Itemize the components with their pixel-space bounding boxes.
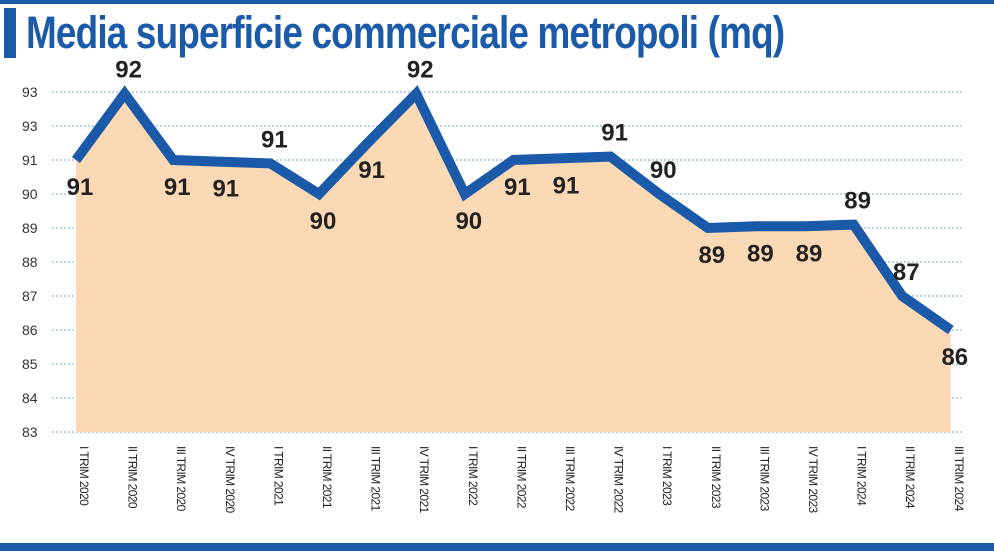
x-tick-label: II TRIM 2020	[126, 446, 140, 509]
data-label: 91	[212, 176, 239, 203]
x-tick-label: I TRIM 2021	[271, 446, 285, 506]
data-label: 89	[796, 240, 823, 267]
data-label: 90	[310, 208, 337, 235]
data-label: 91	[164, 174, 191, 201]
x-tick-label: III TRIM 2021	[369, 446, 383, 512]
y-tick-label: 90	[22, 186, 38, 202]
data-label: 89	[844, 188, 871, 215]
x-tick-label: II TRIM 2022	[514, 446, 528, 509]
x-tick-label: I TRIM 2023	[660, 446, 674, 506]
bottom-rule	[0, 543, 994, 551]
x-tick-label: III TRIM 2020	[174, 446, 188, 512]
line-layer	[71, 85, 954, 335]
data-label: 87	[893, 259, 920, 286]
area-layer	[76, 93, 951, 432]
y-tick-label: 88	[22, 254, 38, 270]
x-tick-label: III TRIM 2023	[757, 446, 771, 512]
series-line	[71, 85, 954, 335]
x-tick-label: IV TRIM 2023	[806, 446, 820, 514]
y-tick-label: 89	[22, 220, 38, 236]
data-label: 91	[504, 174, 531, 201]
x-tick-label: II TRIM 2021	[320, 446, 334, 509]
x-tick-label: II TRIM 2024	[903, 446, 917, 509]
y-tick-label: 93	[22, 118, 38, 134]
y-tick-label: 83	[22, 424, 38, 440]
x-tick-label: II TRIM 2023	[709, 446, 723, 509]
x-tick-label: IV TRIM 2022	[612, 446, 626, 514]
data-label: 90	[650, 157, 677, 184]
y-tick-label: 86	[22, 322, 38, 338]
x-tick-label: IV TRIM 2020	[223, 446, 237, 514]
x-tick-label: III TRIM 2022	[563, 446, 577, 512]
data-label: 91	[358, 157, 385, 184]
y-tick-label: 87	[22, 288, 38, 304]
x-tick-label: III TRIM 2024	[952, 446, 966, 512]
x-axis-ticks: I TRIM 2020 II TRIM 2020 III TRIM 2020 IV T…	[77, 446, 966, 514]
data-label: 91	[67, 174, 94, 201]
data-label: 92	[407, 57, 434, 84]
y-tick-label: 84	[22, 390, 38, 406]
data-label: 91	[601, 120, 628, 147]
chart-title: Media superficie commerciale metropoli (…	[26, 7, 785, 58]
y-tick-label: 85	[22, 356, 38, 372]
x-tick-label: I TRIM 2020	[77, 446, 91, 506]
top-rule	[0, 0, 994, 4]
y-tick-label: 93	[22, 84, 38, 100]
data-label: 90	[455, 208, 482, 235]
y-axis-ticks: 93 93 91 90 89 88 87 86 85 84 83	[22, 84, 38, 440]
x-tick-label: I TRIM 2024	[855, 446, 869, 506]
data-label: 89	[698, 242, 725, 269]
data-label: 91	[261, 126, 288, 153]
data-label: 86	[941, 344, 968, 371]
data-label: 91	[553, 172, 580, 199]
x-tick-label: IV TRIM 2021	[417, 446, 431, 514]
title-accent-bar	[4, 8, 16, 58]
area-fill	[76, 93, 951, 432]
data-labels: 91 92 91 91 91 90 91 92 90 91 91 91 90 89 89 89 89 87 86	[67, 57, 969, 371]
data-label: 92	[115, 57, 142, 84]
y-tick-label: 91	[22, 152, 38, 168]
x-tick-label: I TRIM 2022	[466, 446, 480, 506]
data-label: 89	[747, 240, 774, 267]
